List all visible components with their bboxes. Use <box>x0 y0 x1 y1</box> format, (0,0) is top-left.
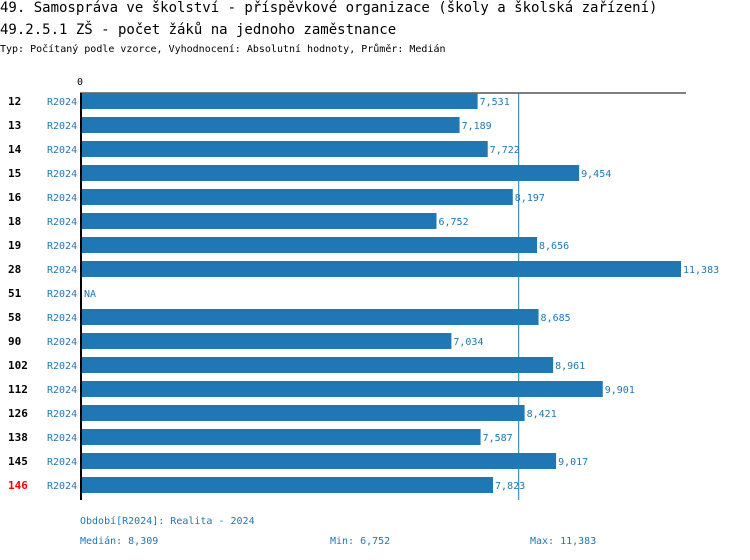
period-label: R2024 <box>47 337 77 348</box>
category-label: 16 <box>8 191 22 204</box>
value-label: 9,017 <box>558 457 588 468</box>
category-label: 13 <box>8 119 21 132</box>
bar <box>80 429 481 445</box>
value-label: 11,383 <box>683 265 719 276</box>
category-label: 51 <box>8 287 22 300</box>
period-label: R2024 <box>47 361 77 372</box>
period-label: R2024 <box>47 457 77 468</box>
bar <box>80 141 488 157</box>
category-label: 14 <box>8 143 22 156</box>
bar <box>80 213 437 229</box>
period-label: R2024 <box>47 121 77 132</box>
period-label: R2024 <box>47 433 77 444</box>
period-label: R2024 <box>47 193 77 204</box>
value-label: 8,197 <box>515 193 545 204</box>
period-label: R2024 <box>47 217 77 228</box>
period-label: R2024 <box>47 97 77 108</box>
bar <box>80 405 525 421</box>
period-label: R2024 <box>47 265 77 276</box>
bar <box>80 93 478 109</box>
period-label: R2024 <box>47 409 77 420</box>
period-label: R2024 <box>47 289 77 300</box>
category-label: 19 <box>8 239 21 252</box>
value-label: 9,454 <box>581 169 611 180</box>
category-label: 112 <box>8 383 28 396</box>
bar <box>80 381 603 397</box>
max-stat: Max: 11,383 <box>530 536 597 547</box>
value-label: NA <box>84 289 96 300</box>
category-label: 58 <box>8 311 21 324</box>
bar <box>80 261 681 277</box>
value-label: 8,961 <box>555 361 585 372</box>
period-note: Období[R2024]: Realita - 2024 <box>80 516 255 527</box>
period-label: R2024 <box>47 169 77 180</box>
value-label: 7,034 <box>453 337 483 348</box>
chart-info: Typ: Počítaný podle vzorce, Vyhodnocení:… <box>0 44 446 55</box>
bar <box>80 117 460 133</box>
bar <box>80 237 538 253</box>
value-label: 7,531 <box>480 97 510 108</box>
category-label: 126 <box>8 407 28 420</box>
period-label: R2024 <box>47 313 77 324</box>
category-label: 145 <box>8 455 28 468</box>
value-label: 6,752 <box>438 217 468 228</box>
bar <box>80 333 452 349</box>
bar <box>80 309 539 325</box>
bar <box>80 477 494 493</box>
category-label: 102 <box>8 359 28 372</box>
period-label: R2024 <box>47 481 77 492</box>
value-label: 8,685 <box>541 313 571 324</box>
category-label: 15 <box>8 167 21 180</box>
bar <box>80 165 580 181</box>
bar <box>80 453 557 469</box>
category-label: 138 <box>8 431 28 444</box>
min-stat: Min: 6,752 <box>330 536 391 547</box>
median-stat: Medián: 8,309 <box>80 536 159 547</box>
chart-subtitle: 49.2.5.1 ZŠ - počet žáků na jednoho zamě… <box>0 22 397 38</box>
category-label: 90 <box>8 335 21 348</box>
category-label: 12 <box>8 95 21 108</box>
axis-zero-label: 0 <box>77 77 83 88</box>
value-label: 8,421 <box>527 409 557 420</box>
value-label: 7,587 <box>483 433 513 444</box>
chart-title: 49. Samospráva ve školství - příspěvkové… <box>0 0 658 16</box>
value-label: 7,722 <box>490 145 520 156</box>
category-label: 146 <box>8 479 28 492</box>
period-label: R2024 <box>47 145 77 156</box>
category-label: 28 <box>8 263 21 276</box>
bar <box>80 357 554 373</box>
value-label: 8,656 <box>539 241 569 252</box>
value-label: 7,823 <box>495 481 525 492</box>
category-label: 18 <box>8 215 21 228</box>
period-label: R2024 <box>47 241 77 252</box>
value-label: 9,901 <box>605 385 635 396</box>
value-label: 7,189 <box>462 121 492 132</box>
bar <box>80 189 513 205</box>
period-label: R2024 <box>47 385 77 396</box>
